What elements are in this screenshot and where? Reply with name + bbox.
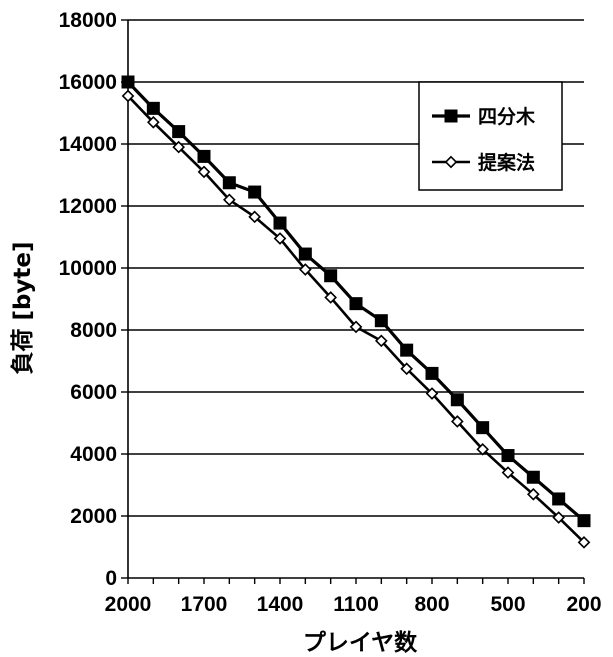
x-tick-label: 1100: [333, 593, 379, 616]
y-tick-labels: 0 2000 4000 6000 8000 10000 12000 14000 16000 180…: [59, 9, 117, 590]
data-point: [273, 216, 287, 230]
data-point: [299, 263, 312, 276]
y-tick-label: 12000: [59, 195, 117, 218]
data-point: [425, 387, 439, 400]
data-point: [172, 125, 186, 139]
data-point: [324, 291, 337, 304]
x-tick-label: 2000: [105, 593, 152, 616]
data-point: [451, 415, 464, 428]
data-point: [501, 449, 515, 463]
x-axis-title: プレイヤ数: [303, 630, 418, 656]
data-point: [577, 514, 591, 528]
data-point: [400, 362, 413, 376]
y-tick-label: 8000: [70, 319, 117, 342]
data-point: [146, 101, 160, 115]
legend-label: 四分木: [478, 105, 536, 128]
y-tick-label: 14000: [59, 133, 117, 156]
series-group: [121, 75, 591, 549]
y-tick-label: 16000: [59, 71, 117, 94]
series-1: [121, 75, 591, 528]
legend-entry: 四分木: [432, 105, 536, 128]
grid-lines: [128, 19, 584, 517]
data-point: [400, 343, 414, 357]
data-point: [527, 487, 540, 501]
y-tick-label: 6000: [70, 381, 117, 404]
x-tick-label: 1700: [181, 593, 228, 616]
data-point: [197, 165, 211, 179]
y-axis-title: 負荷 [byte]: [9, 241, 36, 374]
data-point: [248, 185, 262, 199]
data-point: [374, 314, 388, 328]
x-tick-label: 200: [566, 593, 601, 616]
data-point: [273, 232, 287, 245]
legend-marker: [444, 109, 458, 123]
x-tick-label: 1400: [257, 593, 304, 616]
y-tick-label: 10000: [59, 257, 117, 280]
x-tick-label: 500: [490, 593, 525, 616]
data-point: [450, 393, 464, 407]
data-point: [121, 75, 135, 89]
legend-label: 提案法: [478, 151, 535, 174]
data-point: [223, 193, 236, 207]
legend-entry: 提案法: [432, 151, 535, 174]
data-point: [552, 492, 566, 506]
data-point: [425, 366, 439, 380]
data-point: [147, 115, 160, 129]
series-2: [121, 89, 591, 549]
data-point: [222, 176, 236, 190]
data-point: [349, 320, 363, 334]
data-point: [172, 140, 185, 154]
data-point: [375, 334, 388, 348]
data-point: [501, 466, 515, 479]
data-point: [121, 89, 135, 103]
data-point: [577, 536, 591, 549]
x-tick-labels: 2000 1700 1400 1100 800 500 200: [105, 593, 602, 616]
y-tick-label: 4000: [70, 443, 117, 466]
data-point: [552, 511, 565, 524]
legend-marker: [444, 155, 458, 169]
y-tick-label: 0: [105, 567, 117, 590]
x-tick-label: 800: [414, 593, 449, 616]
data-point: [324, 269, 338, 283]
data-point: [298, 247, 312, 261]
axes: [121, 19, 585, 584]
data-point: [526, 470, 540, 484]
data-point: [248, 210, 261, 224]
data-point: [476, 421, 490, 435]
data-point: [476, 443, 489, 456]
y-tick-label: 18000: [59, 9, 117, 32]
legend-box: [418, 81, 563, 191]
y-tick-label: 2000: [70, 505, 117, 528]
data-point: [349, 297, 363, 311]
data-point: [197, 149, 211, 163]
